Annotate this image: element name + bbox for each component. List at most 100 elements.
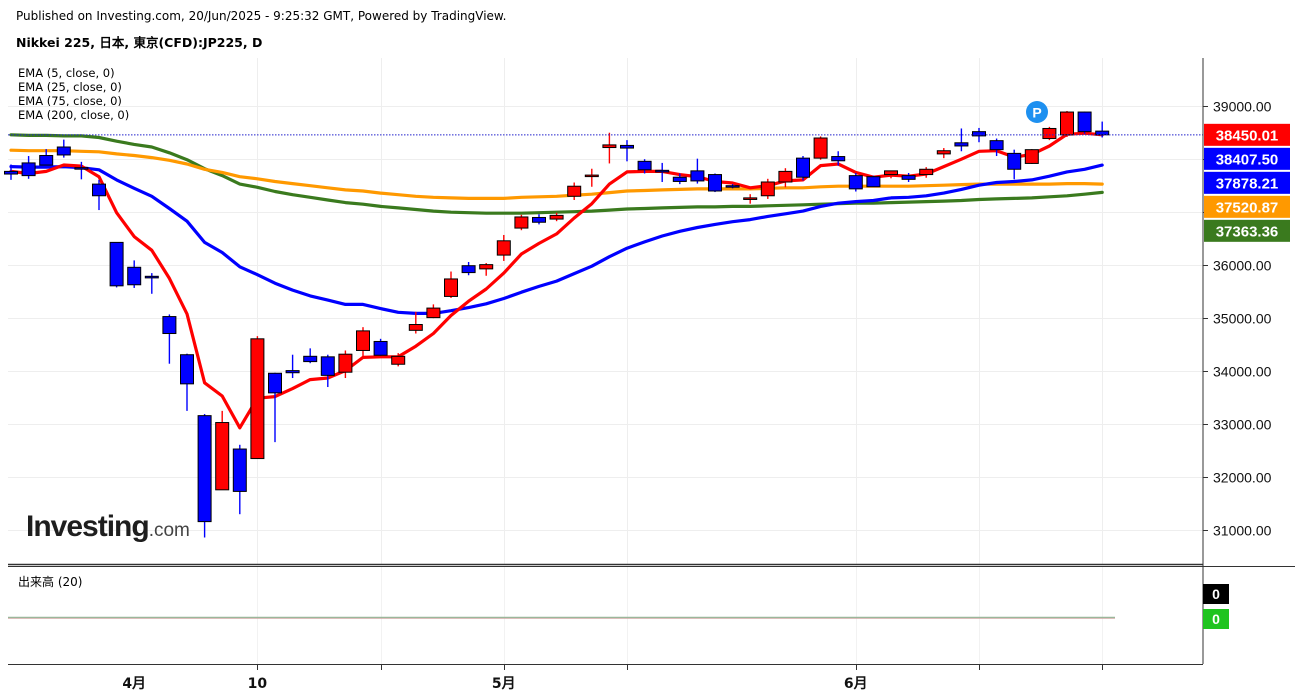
candle (602, 132, 617, 164)
candle (356, 327, 370, 357)
candle (268, 372, 282, 443)
candle-body (338, 353, 353, 373)
candle-body (1060, 111, 1074, 136)
candle-body (144, 275, 159, 279)
candle-body (74, 167, 89, 170)
price-label-box (1204, 147, 1290, 170)
candle-body (532, 216, 546, 223)
candle (919, 167, 934, 178)
candle (1060, 110, 1074, 137)
legend-ema5[interactable]: EMA (5, close, 0) (18, 66, 115, 80)
y-tick-label: 39000.00 (1213, 99, 1272, 115)
candle-body (479, 264, 494, 270)
candle (197, 414, 212, 538)
ema-lines (9, 131, 1104, 430)
candle (1042, 126, 1057, 141)
candle (479, 263, 494, 276)
candle (56, 139, 71, 158)
published-caption: Published on Investing.com, 20/Jun/2025 … (16, 9, 507, 23)
candle-body (391, 355, 406, 365)
candle-body (232, 448, 247, 492)
candle (954, 128, 969, 152)
candle (4, 164, 18, 180)
candle-body (215, 422, 230, 491)
legend-ema75[interactable]: EMA (75, close, 0) (18, 94, 122, 108)
candle (584, 168, 599, 187)
y-tick-label: 31000.00 (1213, 523, 1272, 539)
candle-body (373, 340, 388, 356)
candle-body (303, 355, 318, 363)
candle (813, 136, 828, 160)
candle (373, 338, 388, 356)
candle-body (285, 370, 300, 374)
candle-body (1007, 152, 1022, 170)
candle-body (672, 176, 687, 182)
candle-body (320, 356, 335, 376)
price-label-box (1204, 123, 1290, 146)
candle-body (620, 144, 634, 149)
candle (127, 260, 142, 288)
candle (1077, 111, 1092, 134)
candle (303, 348, 318, 364)
axes (8, 58, 1295, 665)
candle (1095, 121, 1110, 138)
ema200-line (9, 133, 1104, 215)
candle-body (444, 278, 458, 297)
y-tick-label: 32000.00 (1213, 470, 1272, 486)
price-label-text: 38407.50 (1216, 151, 1279, 168)
candle (74, 161, 89, 180)
candle-body (884, 170, 898, 176)
x-tick-label: 4月 (122, 676, 146, 692)
candle (461, 261, 476, 276)
candle-body (1095, 130, 1110, 136)
price-label: 37520.87 (1204, 195, 1290, 218)
price-label-box (1204, 219, 1290, 242)
x-tick-label: 6月 (844, 676, 868, 692)
investing-logo: Investing.com (26, 510, 190, 543)
legend-ema200[interactable]: EMA (200, close, 0) (18, 108, 130, 122)
candle (989, 138, 1004, 157)
candle-body (725, 185, 740, 188)
candle-body (250, 338, 265, 460)
candle-body (831, 156, 846, 162)
candle-body (180, 354, 194, 385)
candle (796, 156, 810, 181)
candle-body (127, 266, 142, 286)
legend-ema25[interactable]: EMA (25, close, 0) (18, 80, 122, 94)
candle-body (162, 316, 177, 335)
price-labels: 38450.01 38407.50 37878.21 37520.87 37363.36 (1204, 123, 1290, 242)
candle (708, 173, 722, 193)
candle (109, 241, 124, 288)
volume-value-top-box (1203, 584, 1229, 604)
candle-body (461, 265, 476, 274)
candle-body (268, 372, 282, 394)
candle-body (972, 131, 986, 137)
candle (250, 336, 265, 460)
candle-body (197, 415, 212, 523)
candle (936, 148, 951, 159)
candle (672, 173, 687, 185)
candle (391, 353, 406, 367)
p-marker-icon[interactable]: P (1026, 101, 1048, 123)
candle-body (109, 241, 124, 287)
candle-body (56, 146, 71, 156)
candle (408, 311, 423, 334)
price-label: 37878.21 (1204, 171, 1290, 194)
y-tick-label: 35000.00 (1213, 311, 1272, 327)
candle-body (690, 170, 705, 182)
candle-body (936, 150, 951, 155)
candle (285, 354, 300, 379)
candle-body (954, 142, 969, 147)
candle-body (408, 324, 423, 331)
candle (848, 172, 863, 192)
candle (496, 234, 511, 261)
candle-body (496, 240, 511, 256)
candle (1024, 149, 1039, 164)
candle (778, 168, 793, 188)
price-label-box (1204, 195, 1290, 218)
x-axis-ticks: 4月 10 5月 6月 (122, 664, 1103, 692)
candle-body (708, 174, 722, 192)
candle-body (637, 160, 652, 171)
candle (444, 271, 458, 299)
